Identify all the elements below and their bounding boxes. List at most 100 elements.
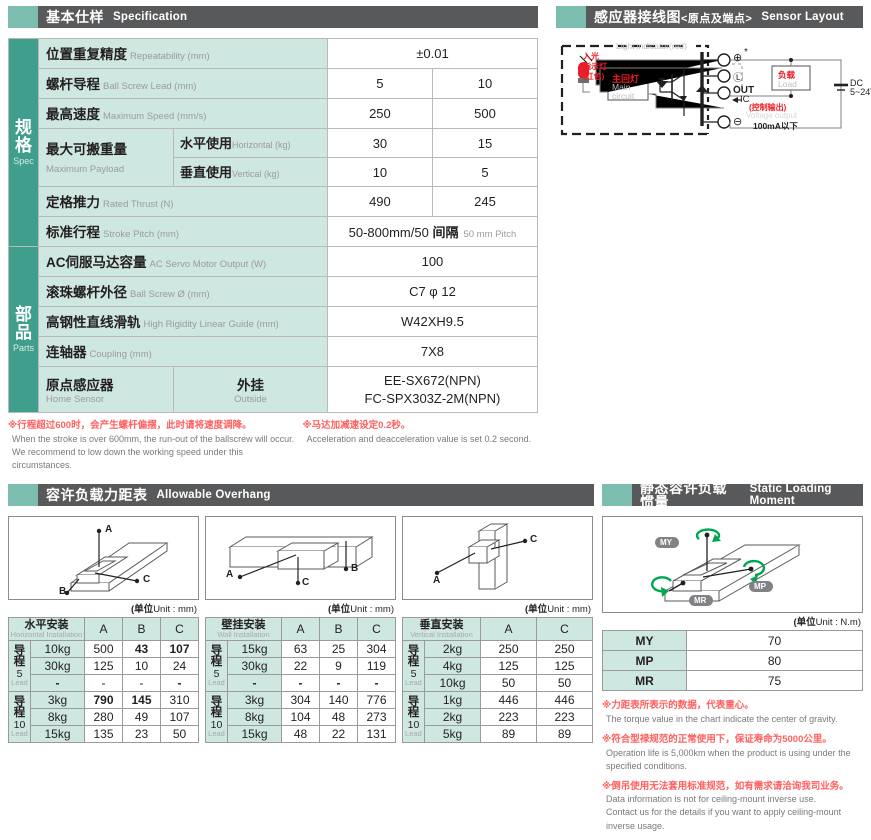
lead-label-5: 导程 5 Lead [8, 640, 31, 693]
cell-c: 107 [160, 708, 199, 727]
allowable-overhang-pane: 容许负载力距表 Allowable Overhang [8, 484, 594, 744]
label-en: Ball Screw Ø (mm) [130, 289, 210, 300]
lead-en: Lead [208, 729, 225, 739]
note-acceleration: ※马达加减速设定0.2秒。 Acceleration and deacceler… [302, 419, 538, 472]
header-bar: 容许负载力距表 Allowable Overhang [38, 484, 594, 506]
unit-cn: (单位 [131, 604, 154, 615]
unit-label-horizontal: (单位Unit : mm) [8, 600, 199, 617]
title-cn: 垂直安装 [419, 619, 464, 631]
column-header-c: C [160, 616, 199, 642]
section-title-en: Allowable Overhang [156, 489, 271, 501]
column-header-a: A [84, 616, 123, 642]
cell-b: 25 [319, 640, 358, 659]
note-body-1: Acceleration and deacceleration value is… [306, 433, 532, 444]
value-thrust-5: 490 [326, 186, 433, 217]
note-body-1: When the stroke is over 600mm, the run-o… [12, 433, 295, 444]
moment-value-my: 70 [686, 630, 863, 651]
lead-cn: 导程 [210, 695, 223, 720]
note-body-2: We recommend to low down the working spe… [12, 446, 243, 470]
in-light-line2: 指示灯 [583, 62, 607, 71]
moment-key-mr: MR [602, 670, 687, 691]
unit-label-vertical: (单位Unit : mm) [402, 600, 593, 617]
table-row: 最大可搬重量 Maximum Payload 水平使用Horizontal (k… [9, 128, 539, 187]
sublabel-cn: 外挂 [236, 378, 264, 394]
cell-a: 125 [480, 657, 537, 676]
l-terminal-icon: Ⓛ [733, 73, 743, 84]
row-weight: 8kg [227, 708, 282, 727]
table-row: 导程 10 Lead 3kg 790 145 310 [8, 691, 199, 744]
sublabel-en: Vertical (kg) [232, 169, 280, 179]
cell-b: 145 [122, 691, 161, 710]
overhang-column-horizontal: A B C (单位Unit : mm) 水平安装 Horizontal Inst… [8, 516, 199, 744]
column-header-c: C [536, 616, 593, 642]
overhang-table-horizontal: 水平安装 Horizontal Installation A B C 导程 5 … [8, 616, 199, 744]
section-title-cn: 容许负载力距表 [46, 487, 148, 503]
label-current-limit: 100mA以下 [753, 121, 798, 131]
lead-number: 5 [16, 667, 23, 680]
note-stroke-warning: ※行程超过600时，会产生螺杆偏摆，此时请将速度调降。 When the str… [8, 419, 302, 472]
moment-label-mp: MP [754, 582, 766, 591]
table-row: 部品 Parts AC伺服马达容量 AC Servo Motor Output (… [8, 245, 539, 414]
table-row: 垂直使用Vertical (kg) 10 5 [9, 157, 539, 187]
value-thrust-10: 245 [431, 186, 539, 217]
value-coupling: 7X8 [326, 336, 539, 367]
cell-a: 135 [84, 725, 123, 744]
unit-label-static-moment: (单位Unit : N.m) [602, 613, 863, 630]
overhang-section-header: 容许负载力距表 Allowable Overhang [8, 484, 594, 506]
cell-a: 48 [281, 725, 320, 744]
label-dc: DC [850, 78, 863, 88]
title-cn: 水平安装 [24, 619, 69, 631]
row-weight: 8kg [30, 708, 85, 727]
label-load-en: Load [778, 79, 797, 89]
header-bar: 静态容许负载惯量 Static Loading Moment [632, 481, 863, 509]
static-moment-notes: ※力距表所表示的数据，代表重心。 The torque value in the… [602, 699, 863, 833]
note-heading: ※符合型禄规范的正常使用下，保证寿命为5000公里。 [602, 733, 832, 745]
label-en: Rated Thrust (N) [103, 199, 174, 210]
label-control-output-en: Voltage output [746, 111, 798, 120]
cell-a: 63 [281, 640, 320, 659]
cell-c: 50 [536, 674, 593, 693]
group-cell-parts: 部品 Parts [8, 245, 39, 414]
row-label-ball-screw-dia: 滚珠螺杆外径 Ball Screw Ø (mm) [38, 276, 328, 307]
lead-cn: 导程 [13, 644, 26, 669]
cell-c: 310 [160, 691, 199, 710]
lead-en: Lead [11, 678, 28, 688]
value-speed-10: 500 [431, 98, 539, 129]
label-light-indicator: Light indicator(red) [616, 41, 687, 51]
value-payload-v-5: 10 [326, 157, 433, 187]
label-cn: 标准行程 [46, 225, 100, 240]
lead-cn: 导程 [13, 695, 26, 720]
figure-label-a: A [433, 575, 441, 586]
table-row: 定格推力 Rated Thrust (N) 490 245 [9, 186, 539, 217]
row-weight: 3kg [30, 691, 85, 710]
row-weight: 10kg [424, 674, 481, 693]
row-weight: 1kg [424, 691, 481, 710]
table-row: 4kg 125 125 [403, 657, 593, 676]
column-header-a: A [281, 616, 320, 642]
note-body-1: Operation life is 5,000km when the produ… [606, 747, 851, 758]
cell-a: 304 [281, 691, 320, 710]
row-weight: 10kg [30, 640, 85, 659]
overhang-column-vertical: A C (单位Unit : mm) 垂直安装 Vertical Installa… [402, 516, 593, 744]
label-cn: 最大可搬重量 [46, 142, 127, 157]
label-cn: 定格推力 [46, 195, 100, 210]
column-header-b: B [122, 616, 161, 642]
main-en-line1: Main [612, 82, 631, 92]
row-label-repeatability: 位置重复精度 Repeatability (mm) [38, 38, 328, 69]
figure-label-b: B [351, 563, 359, 574]
group-cell-spec: 规格 Spec [8, 38, 39, 247]
value-ball-screw-dia: C7 φ 12 [326, 276, 539, 307]
sublabel-en: Outside [234, 394, 267, 406]
note-body-2: Contact us for the details if you want t… [606, 807, 842, 818]
title-en: Vertical Installation [410, 630, 473, 640]
cell-c: 89 [536, 725, 593, 744]
lead-en: Lead [11, 729, 28, 739]
value-stroke-pitch: 50-800mm/50 间隔 50 mm Pitch [326, 216, 539, 247]
cell-c: 119 [357, 657, 396, 676]
stroke-en: 50 mm Pitch [463, 229, 517, 240]
title-en: Horizontal Installation [10, 630, 83, 640]
row-label-home-sensor: 原点感应器 Home Sensor [38, 365, 174, 414]
sublabel-cn: 水平使用 [180, 136, 233, 151]
stroke-cn: 间隔 [432, 225, 459, 240]
value-linear-guide: W42XH9.5 [326, 306, 539, 337]
